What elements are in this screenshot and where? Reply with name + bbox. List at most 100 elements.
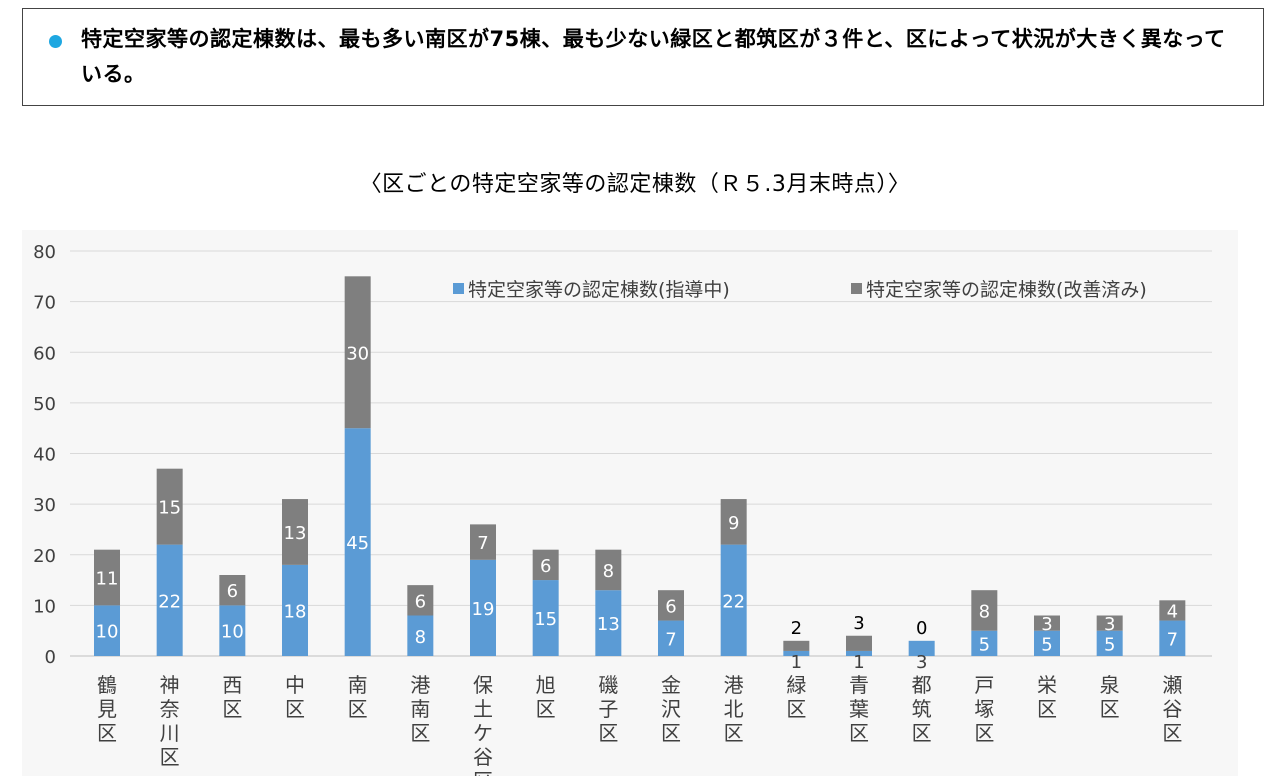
category-label: 栄区 (1037, 673, 1057, 721)
data-label-guidance: 5 (1104, 634, 1115, 655)
plot-background (22, 230, 1238, 776)
data-label-improved: 9 (728, 513, 739, 534)
bar-guidance (407, 615, 434, 656)
data-label-guidance: 10 (96, 622, 119, 643)
bar-guidance (94, 605, 120, 656)
y-tick-label: 70 (33, 293, 56, 314)
bar-guidance (282, 564, 308, 656)
category-label: 西区 (222, 673, 242, 721)
bar-guidance (1159, 620, 1186, 656)
bar-improved (470, 524, 496, 560)
bar-improved (94, 549, 120, 606)
bar-improved (282, 499, 308, 565)
bar-improved (1034, 615, 1060, 631)
bullet-icon (49, 35, 62, 48)
data-label-guidance: 3 (916, 652, 927, 673)
bar-improved (219, 575, 246, 606)
bar-improved (971, 590, 998, 631)
bar-guidance (908, 640, 935, 656)
data-label-improved: 0 (916, 618, 927, 639)
data-label-improved: 6 (415, 591, 426, 612)
bar-guidance (1096, 630, 1123, 656)
bar-improved (532, 549, 559, 581)
data-label-guidance: 22 (722, 591, 745, 612)
data-label-improved: 30 (346, 343, 369, 364)
category-label: 鶴見区 (97, 673, 117, 745)
category-label: 港北区 (724, 673, 744, 745)
chart-title: 〈区ごとの特定空家等の認定棟数（Ｒ５.3月末時点）〉 (359, 172, 911, 197)
category-label: 戸塚区 (974, 673, 994, 745)
category-label: 神奈川区 (160, 673, 180, 769)
bar-improved (344, 276, 371, 429)
y-tick-label: 50 (33, 394, 56, 415)
data-label-improved: 11 (96, 569, 119, 590)
bar-improved (720, 499, 747, 545)
bar-guidance (344, 428, 371, 656)
data-label-improved: 8 (979, 601, 990, 622)
data-label-improved: 7 (477, 533, 488, 554)
bar-improved (407, 585, 434, 616)
bar-guidance (595, 590, 622, 656)
data-label-improved: 2 (791, 618, 802, 639)
category-label: 都筑区 (912, 673, 932, 745)
bar-improved (846, 635, 872, 651)
data-label-guidance: 45 (346, 533, 369, 554)
y-tick-label: 60 (33, 343, 56, 364)
bar-guidance (156, 544, 183, 656)
data-label-guidance: 7 (665, 629, 676, 650)
bar-guidance (971, 630, 998, 656)
category-label: 金沢区 (661, 673, 681, 745)
y-tick-label: 10 (33, 596, 56, 617)
category-label: 旭区 (536, 673, 556, 721)
data-label-guidance: 10 (221, 622, 244, 643)
data-label-improved: 8 (603, 561, 614, 582)
bar-improved (156, 468, 183, 545)
data-label-guidance: 5 (1041, 634, 1052, 655)
bar-improved (1096, 615, 1123, 631)
category-label: 保土ケ谷区 (473, 673, 493, 776)
category-label: 緑区 (786, 673, 806, 721)
data-label-improved: 6 (540, 556, 551, 577)
bar-guidance (846, 650, 872, 656)
bar-guidance (720, 544, 747, 656)
data-label-improved: 6 (227, 581, 238, 602)
bar-improved (658, 590, 684, 621)
data-label-improved: 3 (1041, 614, 1052, 635)
data-label-guidance: 15 (534, 609, 557, 630)
category-label: 磯子区 (598, 673, 618, 745)
legend-swatch (851, 283, 862, 294)
bar-guidance (470, 559, 496, 656)
data-label-guidance: 1 (853, 652, 864, 673)
data-label-guidance: 19 (472, 599, 495, 620)
data-label-improved: 13 (284, 523, 307, 544)
data-label-improved: 3 (853, 613, 864, 634)
summary-box: 特定空家等の認定棟数は、最も多い南区が75棟、最も少ない緑区と都筑区が３件と、区… (22, 8, 1264, 106)
data-label-guidance: 5 (979, 634, 990, 655)
category-label: 南区 (348, 673, 368, 721)
bar-improved (1159, 600, 1186, 621)
y-tick-label: 20 (33, 546, 56, 567)
legend-label: 特定空家等の認定棟数(改善済み) (866, 279, 1147, 301)
category-label: 港南区 (410, 673, 430, 745)
data-label-improved: 15 (158, 498, 181, 519)
bar-improved (783, 640, 810, 651)
category-label: 泉区 (1100, 673, 1120, 721)
data-label-improved: 4 (1167, 601, 1178, 622)
category-label: 瀬谷区 (1162, 673, 1182, 745)
bar-guidance (658, 620, 684, 656)
data-label-guidance: 13 (597, 614, 620, 635)
legend-swatch (453, 283, 464, 294)
bar-guidance (783, 650, 810, 656)
bar-improved (595, 549, 622, 591)
y-tick-label: 80 (33, 242, 56, 263)
legend-label: 特定空家等の認定棟数(指導中) (468, 279, 730, 301)
category-label: 中区 (285, 673, 305, 721)
y-tick-label: 0 (45, 647, 56, 668)
bar-guidance (219, 605, 246, 656)
data-label-guidance: 1 (791, 652, 802, 673)
data-label-guidance: 18 (284, 601, 307, 622)
category-label: 青葉区 (849, 673, 869, 745)
y-tick-label: 40 (33, 445, 56, 466)
data-label-improved: 6 (665, 596, 676, 617)
